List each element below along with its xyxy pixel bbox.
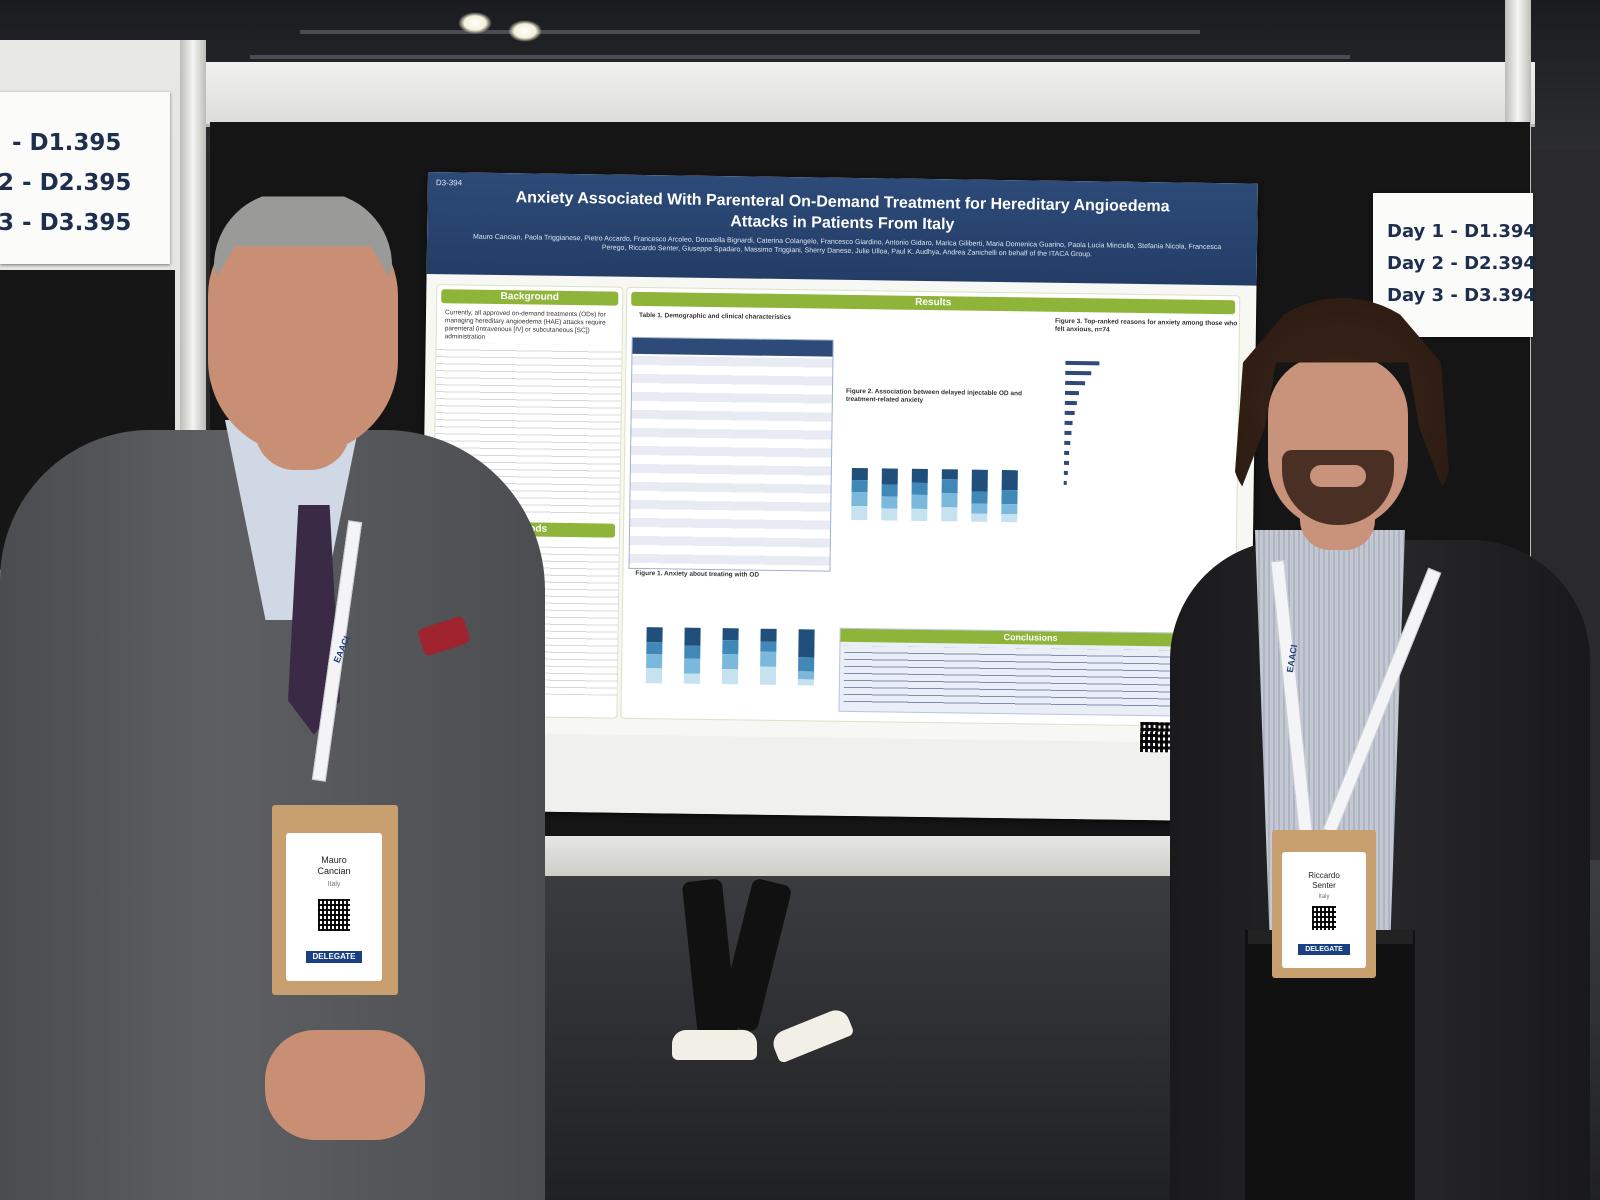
conclusions-heading: Conclusions <box>840 628 1221 648</box>
left-day-sign: - D1.395 2 - D2.395 3 - D3.395 <box>0 92 170 264</box>
right-sign-row-1: Day 1 - D1.394 <box>1387 221 1536 242</box>
figure2-bars <box>843 467 1024 531</box>
conclusions-text <box>843 645 1217 712</box>
left-sign-row-2: 2 - D2.395 <box>0 170 132 196</box>
badge-last-name-left: Cancian <box>317 866 351 876</box>
face <box>208 210 398 455</box>
badge-holder-right: Riccardo Senter Italy DELEGATE <box>1272 830 1376 978</box>
booth-frame-top <box>205 62 1535 127</box>
background-heading: Background <box>441 289 619 306</box>
table-title: Table 1. Demographic and clinical charac… <box>638 311 792 322</box>
badge-qr-right <box>1312 906 1336 930</box>
ceiling-lamp <box>508 20 542 42</box>
fig1-bar <box>797 629 815 686</box>
figure3-title: Figure 3. Top-ranked reasons for anxiety… <box>1054 317 1238 334</box>
poster-title: Anxiety Associated With Parenteral On-De… <box>515 189 1170 234</box>
conclusions-box: Conclusions <box>838 627 1222 718</box>
fig3-bar <box>1063 460 1070 465</box>
fig3-bar <box>1064 420 1073 426</box>
left-sign-row-1: - D1.395 <box>12 130 122 156</box>
badge-country-right: Italy <box>1318 894 1330 900</box>
right-sign-row-3: Day 3 - D3.394 <box>1387 285 1536 306</box>
fig1-bar <box>683 627 701 684</box>
mouth-area <box>1310 465 1366 487</box>
figure3-bars <box>1063 360 1225 523</box>
name-badge-left: Mauro Cancian Italy DELEGATE <box>286 833 382 981</box>
fig3-bar <box>1064 440 1071 445</box>
name-badge-right: Riccardo Senter Italy DELEGATE <box>1282 852 1366 968</box>
demographics-table <box>628 336 834 572</box>
fig3-bar <box>1064 400 1077 406</box>
poster-code: D3-394 <box>435 178 463 188</box>
poster-header: D3-394 Anxiety Associated With Parentera… <box>426 172 1258 286</box>
fig3-bar <box>1064 450 1070 455</box>
badge-role-left: DELEGATE <box>306 951 362 963</box>
badge-first-name-right: Riccardo <box>1308 871 1340 880</box>
fig2-bar <box>881 468 898 521</box>
badge-role-right: DELEGATE <box>1298 944 1350 955</box>
badge-holder-left: Mauro Cancian Italy DELEGATE <box>272 805 398 995</box>
badge-first-name-left: Mauro <box>321 855 347 865</box>
badge-last-name-right: Senter <box>1312 881 1336 890</box>
table-header-row <box>632 337 833 357</box>
figure2-title: Figure 2. Association between delayed in… <box>845 387 1023 404</box>
fig2-bar <box>941 469 958 522</box>
fig3-bar <box>1064 390 1080 396</box>
fig3-bar <box>1063 470 1068 475</box>
badge-country-left: Italy <box>327 881 341 888</box>
badge-qr-left <box>318 899 350 931</box>
fig1-bar <box>721 628 739 685</box>
right-sign-row-2: Day 2 - D2.394 <box>1387 253 1536 274</box>
poster-qr-code <box>1139 722 1171 753</box>
passerby-shoe <box>672 1030 757 1060</box>
figure1-bars <box>636 627 827 690</box>
clasped-hands <box>265 1030 425 1140</box>
fig1-bar <box>645 627 663 684</box>
fig1-bar <box>759 628 777 685</box>
ceiling-beam <box>250 55 1350 59</box>
fig2-bar <box>1001 470 1018 523</box>
background-text: Currently, all approved on-demand treatm… <box>444 309 606 341</box>
ceiling-beam <box>300 30 1200 34</box>
ceiling-lamp <box>458 12 492 34</box>
fig2-bar <box>851 467 868 521</box>
fig2-bar <box>911 468 928 522</box>
left-sign-row-3: 3 - D3.395 <box>0 210 132 236</box>
fig3-bar <box>1065 360 1100 366</box>
fig3-bar <box>1065 370 1092 376</box>
fig3-bar <box>1063 480 1067 485</box>
right-day-sign: Day 1 - D1.394 Day 2 - D2.394 Day 3 - D3… <box>1373 193 1536 337</box>
fig3-bar <box>1065 380 1086 386</box>
fig2-bar <box>971 469 988 522</box>
fig3-bar <box>1064 430 1072 436</box>
fig3-bar <box>1064 410 1075 416</box>
